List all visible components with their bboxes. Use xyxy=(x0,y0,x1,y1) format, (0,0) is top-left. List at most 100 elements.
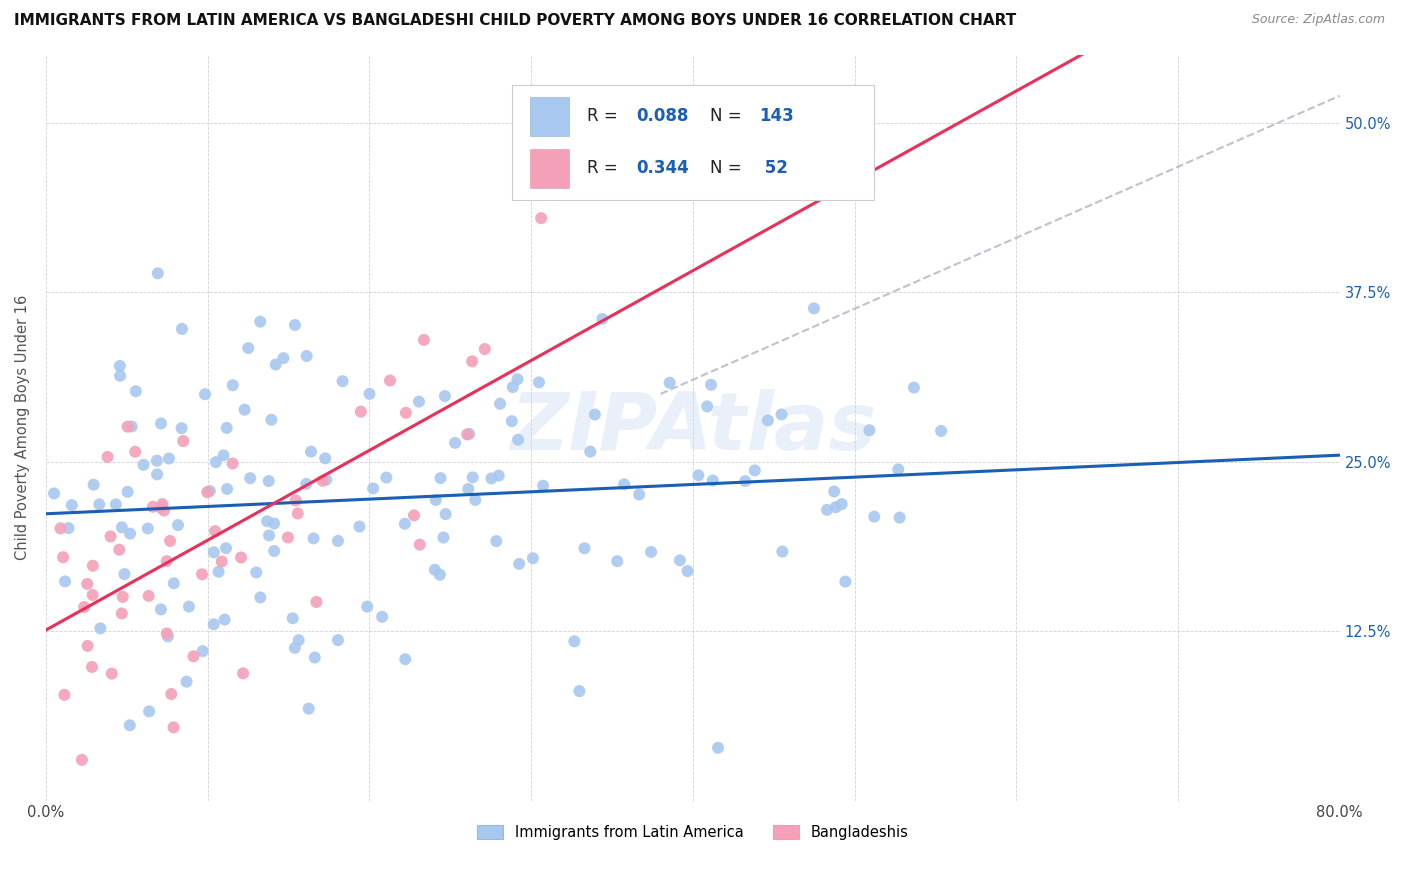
Point xyxy=(104,497,127,511)
Point xyxy=(162,720,184,734)
Point xyxy=(834,574,856,589)
Point xyxy=(76,577,98,591)
Point xyxy=(100,666,122,681)
Point xyxy=(574,541,596,556)
Point xyxy=(70,753,93,767)
Point xyxy=(195,485,218,500)
Point xyxy=(172,434,194,448)
Point xyxy=(332,374,354,388)
Point xyxy=(302,532,325,546)
FancyBboxPatch shape xyxy=(512,85,875,201)
Point xyxy=(287,507,309,521)
Point xyxy=(408,394,430,409)
Point xyxy=(108,368,131,383)
Point xyxy=(176,674,198,689)
Point xyxy=(100,529,122,543)
Point xyxy=(359,387,381,401)
Point xyxy=(613,477,636,491)
Point xyxy=(49,521,72,535)
Point xyxy=(96,450,118,464)
Text: N =: N = xyxy=(710,107,747,125)
Point xyxy=(238,341,260,355)
Point xyxy=(156,626,179,640)
Point xyxy=(929,424,952,438)
Point xyxy=(696,400,718,414)
Point xyxy=(361,481,384,495)
Point xyxy=(312,474,335,488)
Point xyxy=(432,531,454,545)
Point xyxy=(429,567,451,582)
Y-axis label: Child Poverty Among Boys Under 16: Child Poverty Among Boys Under 16 xyxy=(15,295,30,560)
Point xyxy=(457,482,479,496)
Point xyxy=(198,483,221,498)
Point xyxy=(183,649,205,664)
Point xyxy=(423,563,446,577)
Point xyxy=(287,633,309,648)
Point xyxy=(138,589,160,603)
Point xyxy=(371,610,394,624)
Point xyxy=(76,639,98,653)
Text: ZIPAtlas: ZIPAtlas xyxy=(510,389,876,467)
Point xyxy=(568,684,591,698)
Point xyxy=(824,500,846,515)
Point xyxy=(744,463,766,477)
Point xyxy=(579,444,602,458)
Point xyxy=(489,397,512,411)
Point xyxy=(263,516,285,531)
Point xyxy=(425,493,447,508)
Point xyxy=(163,576,186,591)
Point xyxy=(111,607,134,621)
Point xyxy=(83,477,105,491)
Point xyxy=(214,613,236,627)
Point xyxy=(506,433,529,447)
Point xyxy=(149,602,172,616)
Point xyxy=(170,421,193,435)
Point xyxy=(281,611,304,625)
Text: 0.344: 0.344 xyxy=(636,160,689,178)
Point xyxy=(734,474,756,488)
Point xyxy=(245,566,267,580)
Point xyxy=(156,554,179,568)
Point xyxy=(118,718,141,732)
Text: 52: 52 xyxy=(759,160,787,178)
Point xyxy=(326,533,349,548)
Point xyxy=(207,565,229,579)
Point xyxy=(249,591,271,605)
Point xyxy=(394,652,416,666)
Point xyxy=(305,595,328,609)
Point xyxy=(295,349,318,363)
Point xyxy=(260,413,283,427)
Point xyxy=(458,426,481,441)
Point xyxy=(202,617,225,632)
Point xyxy=(433,389,456,403)
Point xyxy=(53,574,76,589)
Point xyxy=(146,266,169,280)
Point xyxy=(60,498,83,512)
Point xyxy=(108,359,131,373)
Point xyxy=(481,471,503,485)
Point xyxy=(125,384,148,399)
Point xyxy=(239,471,262,485)
Point xyxy=(591,311,613,326)
Point xyxy=(863,509,886,524)
Point xyxy=(212,448,235,462)
Point xyxy=(887,462,910,476)
Point xyxy=(831,497,853,511)
Point xyxy=(903,380,925,394)
Point xyxy=(233,402,256,417)
Point xyxy=(676,564,699,578)
Point xyxy=(215,541,238,556)
Point xyxy=(277,530,299,544)
Point xyxy=(82,558,104,573)
Point xyxy=(257,528,280,542)
Point xyxy=(461,470,484,484)
Point xyxy=(205,455,228,469)
Point xyxy=(124,444,146,458)
Point xyxy=(530,211,553,226)
Bar xyxy=(530,97,568,136)
Point xyxy=(120,526,142,541)
Point xyxy=(295,476,318,491)
Text: 143: 143 xyxy=(759,107,793,125)
Point xyxy=(394,516,416,531)
Point xyxy=(150,417,173,431)
